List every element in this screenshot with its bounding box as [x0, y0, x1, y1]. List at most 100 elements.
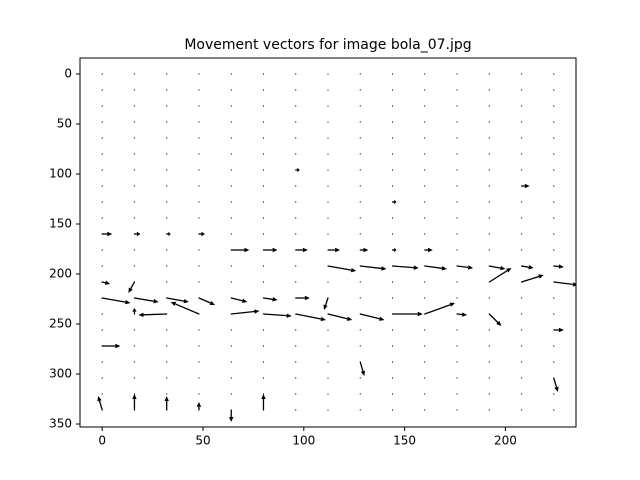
grid-point — [327, 169, 329, 171]
grid-point — [295, 377, 297, 379]
grid-point — [198, 105, 200, 107]
grid-point — [262, 217, 265, 219]
grid-point — [391, 169, 394, 171]
arrow-head — [115, 343, 121, 349]
grid-point — [359, 89, 361, 91]
arrow-head — [496, 320, 502, 326]
grid-point — [133, 137, 136, 139]
grid-point — [359, 345, 361, 347]
vector-arrow — [263, 313, 292, 318]
grid-point — [198, 201, 200, 203]
vector-arrow — [231, 297, 248, 303]
grid-point — [520, 361, 523, 363]
grid-point — [391, 393, 394, 395]
arrow-head — [572, 282, 576, 287]
arrow-head — [229, 417, 234, 422]
grid-point — [520, 105, 523, 107]
grid-point — [488, 249, 490, 251]
grid-point — [424, 233, 426, 235]
grid-point — [295, 393, 297, 395]
grid-point — [262, 281, 265, 283]
arrow-head — [125, 299, 131, 305]
grid-point — [359, 233, 361, 235]
grid-point — [391, 409, 394, 411]
vector-arrow — [132, 394, 137, 410]
grid-point — [133, 345, 136, 347]
grid-point — [230, 105, 232, 107]
arrow-shaft — [456, 313, 463, 316]
grid-point — [456, 121, 458, 123]
grid-point — [230, 345, 232, 347]
arrow-head — [538, 274, 544, 279]
grid-point — [101, 153, 103, 155]
grid-point — [359, 73, 361, 75]
grid-point — [327, 89, 329, 91]
grid-point — [488, 105, 490, 107]
arrow-shaft — [198, 297, 211, 304]
grid-point — [488, 121, 490, 123]
arrow-shaft — [175, 303, 200, 315]
grid-point — [166, 377, 168, 379]
arrow-head — [381, 266, 387, 271]
vector-arrow — [134, 231, 141, 237]
grid-point — [488, 329, 490, 331]
grid-point — [456, 89, 458, 91]
grid-point — [166, 137, 168, 139]
arrow-head — [153, 299, 159, 304]
grid-point — [166, 249, 168, 251]
grid-point — [359, 297, 361, 299]
grid-point — [391, 153, 394, 155]
grid-point — [166, 105, 168, 107]
arrow-shaft — [102, 281, 106, 284]
grid-point — [553, 297, 555, 299]
grid-point — [101, 201, 103, 203]
arrow-head — [136, 231, 141, 237]
grid-point — [230, 169, 232, 171]
grid-point — [553, 185, 555, 187]
arrow-head — [209, 300, 216, 306]
vector-arrow — [102, 297, 131, 305]
vector-arrow — [295, 295, 310, 301]
grid-point — [553, 409, 555, 411]
grid-point — [262, 137, 265, 139]
grid-point — [391, 345, 394, 347]
grid-point — [391, 137, 394, 139]
vector-arrow — [261, 394, 266, 410]
grid-point — [520, 313, 523, 315]
vector-arrow — [521, 265, 534, 270]
x-tick-label: 200 — [494, 434, 517, 448]
grid-point — [101, 329, 103, 331]
grid-point — [424, 89, 426, 91]
arrow-shaft — [324, 297, 329, 306]
vector-arrow — [327, 313, 353, 321]
grid-point — [230, 361, 232, 363]
grid-point — [230, 393, 232, 395]
grid-point — [456, 393, 458, 395]
grid-point — [520, 217, 523, 219]
arrow-shaft — [521, 265, 529, 268]
grid-point — [295, 89, 297, 91]
arrow-head — [558, 327, 564, 333]
vector-arrow — [488, 313, 502, 326]
vector-arrow — [553, 281, 576, 287]
vector-arrow — [134, 297, 159, 304]
grid-point — [391, 329, 394, 331]
grid-point — [488, 393, 490, 395]
grid-point — [520, 377, 523, 379]
grid-point — [101, 393, 103, 395]
grid-point — [262, 233, 265, 235]
arrow-shaft — [553, 281, 574, 286]
grid-point — [520, 121, 523, 123]
grid-point — [553, 217, 555, 219]
y-tick-label: 300 — [49, 367, 72, 381]
arrow-shaft — [360, 265, 382, 270]
grid-point — [101, 217, 103, 219]
grid-point — [133, 265, 136, 267]
grid-point — [262, 185, 265, 187]
vector-arrow — [360, 265, 387, 271]
vector-arrow — [553, 377, 559, 392]
grid-point — [488, 201, 490, 203]
grid-point — [327, 409, 329, 411]
arrow-head — [506, 268, 512, 273]
grid-point — [198, 89, 200, 91]
